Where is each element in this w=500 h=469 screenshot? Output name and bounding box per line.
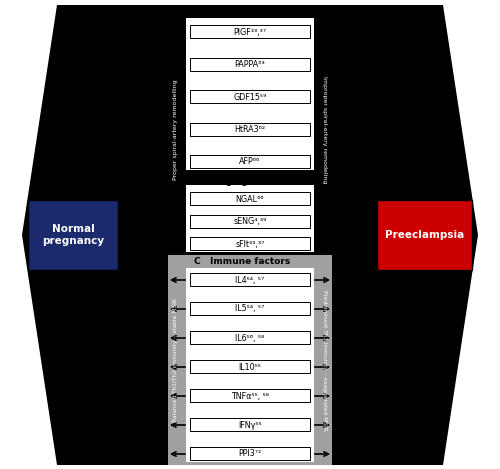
Bar — [190, 361, 310, 373]
Text: TNFα⁵⁵, ⁵⁸: TNFα⁵⁵, ⁵⁸ — [231, 392, 269, 401]
Text: PlGF³³,³⁷: PlGF³³,³⁷ — [234, 28, 266, 37]
Bar — [190, 303, 310, 316]
Text: B   Antiangiogenic factors: B Antiangiogenic factors — [176, 177, 308, 186]
Text: GDF15⁵⁹: GDF15⁵⁹ — [234, 92, 266, 101]
Text: IFNγ⁵⁵: IFNγ⁵⁵ — [238, 421, 262, 430]
Bar — [377, 200, 472, 270]
Polygon shape — [332, 5, 478, 465]
Bar — [28, 200, 118, 270]
Bar — [168, 5, 333, 255]
Text: Predominant Th1 immunity – exaggerated MSIR: Predominant Th1 immunity – exaggerated M… — [322, 289, 326, 431]
Text: AFP⁶⁶: AFP⁶⁶ — [240, 158, 260, 166]
Text: IL6⁵⁶, ⁵⁸: IL6⁵⁶, ⁵⁸ — [236, 333, 264, 342]
Bar — [190, 58, 310, 71]
Bar — [186, 185, 314, 252]
Bar — [190, 91, 310, 104]
Text: Preeclampsia: Preeclampsia — [385, 230, 464, 240]
Bar — [186, 18, 314, 170]
Bar — [190, 237, 310, 250]
Text: sENG⁴,³⁹: sENG⁴,³⁹ — [234, 217, 266, 226]
Text: A   Proangiogenic factors: A Proangiogenic factors — [186, 7, 314, 16]
Text: Improper spiral-artery remodeling: Improper spiral-artery remodeling — [322, 76, 326, 184]
Bar — [190, 418, 310, 431]
Text: NGAL⁶⁶: NGAL⁶⁶ — [236, 195, 264, 204]
Bar — [190, 273, 310, 287]
Text: C   Immune factors: C Immune factors — [194, 257, 290, 266]
Bar — [190, 192, 310, 205]
Bar — [190, 156, 310, 168]
Bar — [190, 332, 310, 345]
Text: IL10⁵⁵: IL10⁵⁵ — [238, 363, 262, 371]
Text: HtRA3⁶²: HtRA3⁶² — [234, 125, 266, 134]
Text: Normal
pregnancy: Normal pregnancy — [42, 224, 104, 246]
Bar — [190, 25, 310, 38]
Text: sFlt³³,³⁷: sFlt³³,³⁷ — [236, 240, 264, 249]
Bar — [190, 123, 310, 136]
Bar — [168, 255, 333, 465]
Bar — [186, 268, 314, 462]
Bar — [190, 447, 310, 461]
Bar — [190, 389, 310, 402]
Text: IL4⁵⁴, ⁵⁷: IL4⁵⁴, ⁵⁷ — [236, 275, 264, 285]
Text: Balanced Th1/Th2 immunity – stable MSIR: Balanced Th1/Th2 immunity – stable MSIR — [174, 298, 178, 422]
Text: PAPPA⁶³: PAPPA⁶³ — [234, 60, 266, 69]
Text: IL5⁵⁴, ⁵⁷: IL5⁵⁴, ⁵⁷ — [236, 304, 264, 313]
Text: Proper spiral-artery remodelling: Proper spiral-artery remodelling — [174, 80, 178, 180]
Bar — [190, 215, 310, 228]
Polygon shape — [22, 5, 168, 465]
Text: PPI3⁷²: PPI3⁷² — [238, 449, 262, 459]
